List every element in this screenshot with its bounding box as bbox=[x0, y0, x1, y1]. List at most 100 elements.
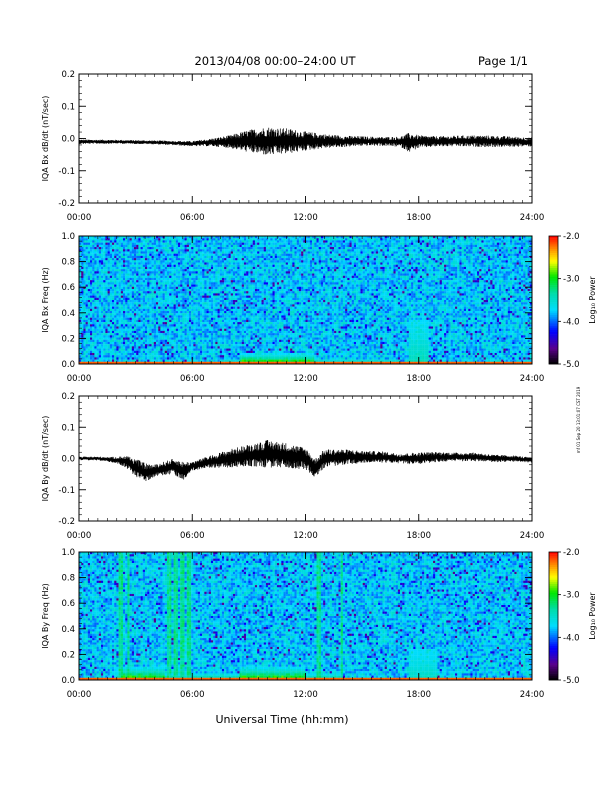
spectrogram-cell bbox=[299, 238, 301, 240]
spectrogram-cell bbox=[525, 240, 527, 242]
spectrogram-cell bbox=[174, 269, 176, 271]
spectrogram-cell bbox=[273, 245, 275, 247]
spectrogram-cell bbox=[389, 245, 391, 247]
spectrogram-cell bbox=[156, 238, 158, 240]
spectrogram-cell bbox=[468, 282, 470, 284]
spectrogram-cell bbox=[464, 278, 466, 280]
spectrogram-cell bbox=[86, 245, 88, 247]
spectrogram-cell bbox=[367, 274, 369, 276]
spectrogram-cell bbox=[169, 262, 171, 264]
spectrogram-cell bbox=[198, 251, 200, 253]
spectrogram-cell bbox=[514, 274, 516, 276]
spectrogram-cell bbox=[306, 247, 308, 249]
spectrogram-cell bbox=[470, 267, 472, 269]
spectrogram-cell bbox=[407, 269, 409, 271]
spectrogram-cell bbox=[360, 278, 362, 280]
spectrogram-cell bbox=[393, 282, 395, 284]
spectrogram-cell bbox=[116, 256, 118, 258]
spectrogram-cell bbox=[389, 269, 391, 271]
spectrogram-cell bbox=[477, 258, 479, 260]
spectrogram-cell bbox=[185, 258, 187, 260]
spectrogram-cell bbox=[473, 271, 475, 273]
spectrogram-cell bbox=[266, 258, 268, 260]
spectrogram-cell bbox=[367, 238, 369, 240]
spectrogram-cell bbox=[459, 254, 461, 256]
spectrogram-cell bbox=[338, 282, 340, 284]
spectrogram-cell bbox=[400, 238, 402, 240]
spectrogram-cell bbox=[429, 274, 431, 276]
spectrogram-cell bbox=[178, 256, 180, 258]
spectrogram-cell bbox=[367, 265, 369, 267]
spectrogram-cell bbox=[367, 256, 369, 258]
spectrogram-cell bbox=[114, 258, 116, 260]
spectrogram-cell bbox=[484, 260, 486, 262]
spectrogram-cell bbox=[385, 274, 387, 276]
spectrogram-cell bbox=[163, 260, 165, 262]
spectrogram-cell bbox=[279, 276, 281, 278]
spectrogram-cell bbox=[211, 271, 213, 273]
spectrogram-cell bbox=[517, 269, 519, 271]
spectrogram-cell bbox=[420, 251, 422, 253]
spectrogram-cell bbox=[130, 251, 132, 253]
spectrogram-cell bbox=[191, 274, 193, 276]
spectrogram-cell bbox=[275, 280, 277, 282]
spectrogram-cell bbox=[244, 256, 246, 258]
spectrogram-cell bbox=[83, 274, 85, 276]
spectrogram-cell bbox=[149, 243, 151, 245]
spectrogram-cell bbox=[171, 251, 173, 253]
spectrogram-cell bbox=[319, 274, 321, 276]
spectrogram-cell bbox=[297, 247, 299, 249]
spectrogram-cell bbox=[418, 274, 420, 276]
spectrogram-cell bbox=[292, 282, 294, 284]
spectrogram-cell bbox=[237, 271, 239, 273]
spectrogram-cell bbox=[521, 267, 523, 269]
spectrogram-cell bbox=[442, 262, 444, 264]
spectrogram-cell bbox=[292, 238, 294, 240]
spectrogram-cell bbox=[415, 269, 417, 271]
spectrogram-cell bbox=[475, 256, 477, 258]
spectrogram-cell bbox=[306, 262, 308, 264]
spectrogram-cell bbox=[519, 254, 521, 256]
spectrogram-cell bbox=[290, 285, 292, 287]
spectrogram-cell bbox=[237, 280, 239, 282]
spectrogram-cell bbox=[259, 265, 261, 267]
spectrogram-cell bbox=[202, 282, 204, 284]
spectrogram-cell bbox=[451, 265, 453, 267]
spectrogram-cell bbox=[158, 262, 160, 264]
spectrogram-cell bbox=[108, 285, 110, 287]
spectrogram-cell bbox=[301, 254, 303, 256]
spectrogram-cell bbox=[437, 262, 439, 264]
spectrogram-cell bbox=[473, 285, 475, 287]
spectrogram-cell bbox=[468, 269, 470, 271]
spectrogram-cell bbox=[523, 276, 525, 278]
spectrogram-cell bbox=[411, 262, 413, 264]
spectrogram-cell bbox=[226, 269, 228, 271]
spectrogram-cell bbox=[499, 285, 501, 287]
spectrogram-cell bbox=[429, 249, 431, 251]
spectrogram-cell bbox=[418, 267, 420, 269]
spectrogram-cell bbox=[182, 265, 184, 267]
spectrogram-cell bbox=[437, 260, 439, 262]
spectrogram-cell bbox=[349, 265, 351, 267]
spectrogram-cell bbox=[255, 238, 257, 240]
spectrogram-cell bbox=[149, 256, 151, 258]
spectrogram-cell bbox=[259, 254, 261, 256]
spectrogram-cell bbox=[323, 276, 325, 278]
spectrogram-cell bbox=[317, 267, 319, 269]
spectrogram-cell bbox=[240, 274, 242, 276]
spectrogram-cell bbox=[354, 262, 356, 264]
spectrogram-cell bbox=[147, 243, 149, 245]
spectrogram-cell bbox=[171, 262, 173, 264]
spectrogram-cell bbox=[473, 245, 475, 247]
spectrogram-cell bbox=[424, 276, 426, 278]
spectrogram-cell bbox=[415, 249, 417, 251]
spectrogram-cell bbox=[314, 256, 316, 258]
spectrogram-cell bbox=[347, 249, 349, 251]
spectrogram-cell bbox=[444, 269, 446, 271]
spectrogram-cell bbox=[211, 280, 213, 282]
spectrogram-cell bbox=[523, 265, 525, 267]
spectrogram-cell bbox=[149, 287, 151, 289]
spectrogram-cell bbox=[501, 247, 503, 249]
spectrogram-cell bbox=[209, 262, 211, 264]
spectrogram-cell bbox=[525, 282, 527, 284]
